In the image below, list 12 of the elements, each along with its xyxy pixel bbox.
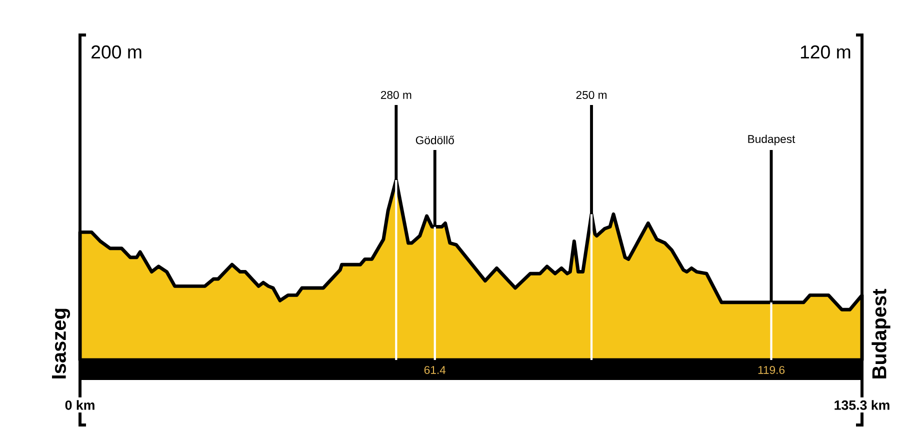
ref-line-label: 250 m [576,90,607,99]
ref-line-label: Gödöllő [416,136,454,144]
text: 120 m [800,45,850,59]
text: Isaszeg [52,308,70,378]
ref-line-label: 280 m [380,90,412,99]
x-tick-label: 0 km [65,400,94,410]
text: Budapest [872,288,890,378]
annotation: 119.6 [758,366,785,374]
text: 200 m [92,45,142,59]
ref-line-label: Budapest [748,134,796,146]
x-tick-label: 135.3 km [834,400,890,410]
annotation: 61.4 [424,366,446,374]
